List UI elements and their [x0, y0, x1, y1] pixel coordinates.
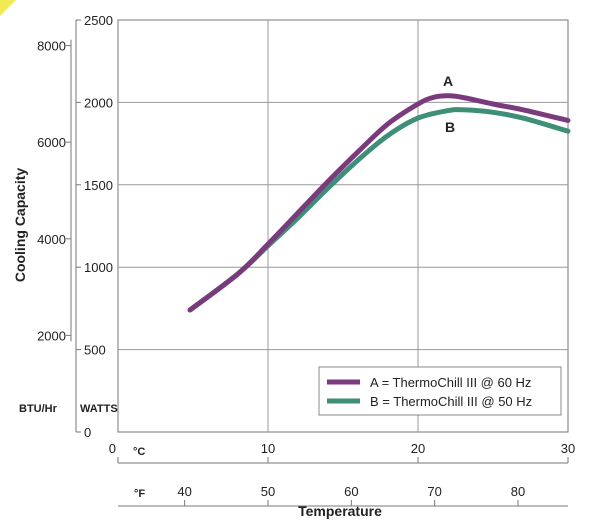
series-b-label: B: [445, 119, 455, 135]
btu-tick-label: 4000: [37, 232, 66, 247]
btu-tick-label: 2000: [37, 328, 66, 343]
x-axis-label: Temperature: [298, 503, 382, 519]
legend-entry-b: B = ThermoChill III @ 50 Hz: [370, 394, 532, 409]
watts-tick-label: 2500: [84, 13, 113, 28]
legend-entry-a: A = ThermoChill III @ 60 Hz: [370, 375, 531, 390]
series-line-b: [187, 107, 571, 313]
tick-labels: 2000 4000 6000 8000 0 500 1000 1500 2000 2500 0 10 2…: [37, 13, 575, 499]
celsius-tick-label: 30: [561, 441, 575, 456]
fahrenheit-tick-label: 60: [344, 484, 358, 499]
plot-frame: [117, 19, 569, 433]
fahrenheit-tick-label: 80: [511, 484, 525, 499]
legend: A = ThermoChill III @ 60 Hz B = ThermoCh…: [318, 366, 562, 416]
fahrenheit-unit-label: °F: [134, 488, 145, 500]
btu-unit-label: BTU/Hr: [19, 403, 58, 415]
watts-tick-label: 1000: [84, 260, 113, 275]
watts-unit-label: WATTS: [80, 403, 118, 415]
y-axis-label: Cooling Capacity: [12, 168, 28, 283]
btu-tick-label: 6000: [37, 135, 66, 150]
btu-tick-label: 8000: [37, 39, 66, 54]
grid-lines: [117, 19, 569, 433]
series-line-a: [187, 93, 571, 313]
legend-box: [318, 366, 562, 416]
watts-tick-label: 2000: [84, 95, 113, 110]
watts-tick-label: 1500: [84, 178, 113, 193]
series-a-label: A: [443, 73, 453, 89]
watts-tick-label: 500: [84, 343, 106, 358]
fahrenheit-tick-label: 50: [261, 484, 275, 499]
celsius-tick-label: 20: [411, 441, 425, 456]
series-lines: [187, 93, 571, 313]
celsius-tick-label: 0: [109, 441, 116, 456]
fahrenheit-tick-label: 70: [427, 484, 441, 499]
celsius-tick-label: 10: [261, 441, 275, 456]
watts-tick-label: 0: [84, 425, 91, 440]
fahrenheit-tick-label: 40: [177, 484, 191, 499]
celsius-unit-label: °C: [133, 446, 145, 458]
corner-decoration: [0, 0, 16, 16]
axes: [66, 19, 569, 507]
